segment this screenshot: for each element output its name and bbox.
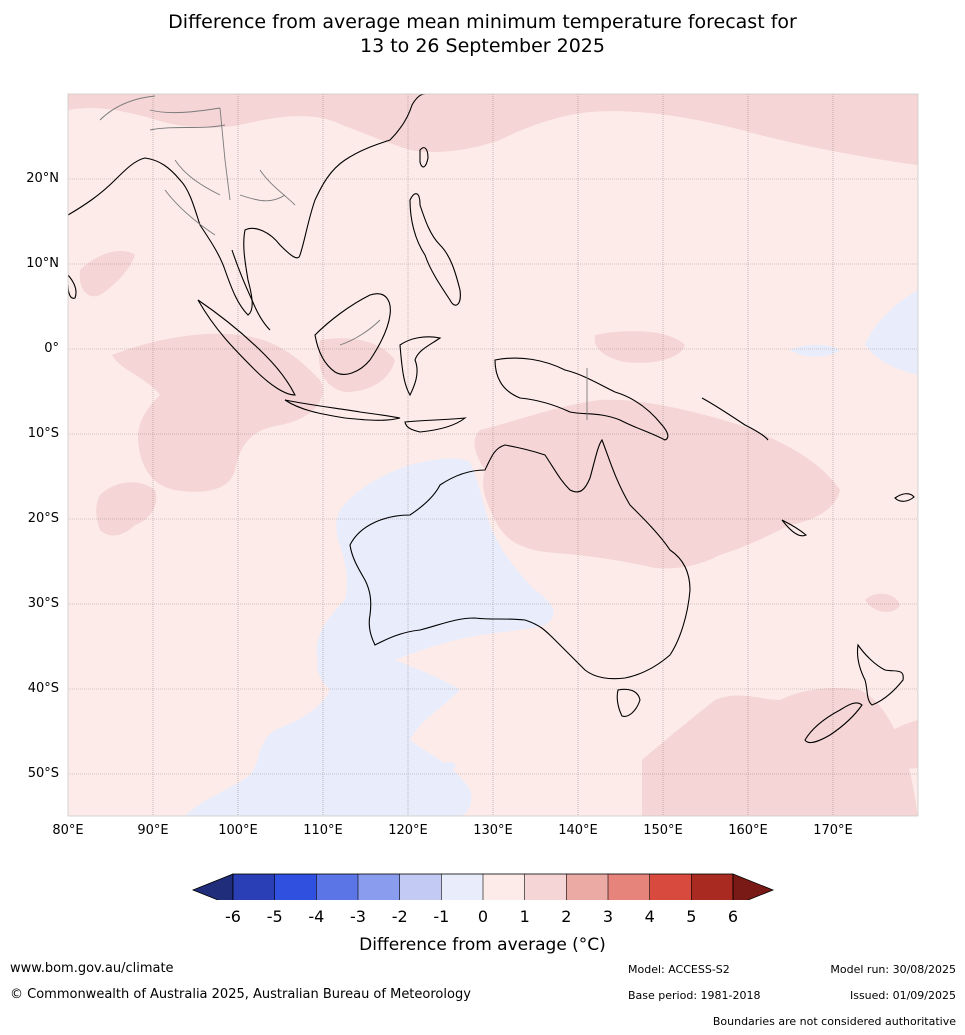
colorbar-tick-0: 0: [477, 907, 489, 926]
base-period: Base period: 1981-2018: [628, 989, 761, 1002]
colorbar-bin-8: [524, 874, 567, 900]
southern-ocean-cool-tongue: [185, 660, 472, 816]
lon-label-150e: 150°E: [643, 823, 683, 838]
taiwan-coastline: [419, 147, 429, 168]
colorbar-tick--2: -2: [391, 907, 408, 926]
colorbar-bin-9: [566, 874, 608, 900]
colorbar-bin-6: [441, 874, 483, 900]
lon-label-140e: 140°E: [558, 823, 598, 838]
colorbar-bin-10: [608, 874, 650, 900]
colorbar-bin-4: [358, 874, 400, 900]
sulawesi-coastline: [399, 336, 442, 397]
graticule: [68, 94, 918, 816]
colorbar-bin-2: [274, 874, 317, 900]
colorbar-tick-6: 6: [727, 907, 739, 926]
colorbar-extend-low: [191, 873, 234, 900]
north-pacific-warm-band: [68, 94, 918, 165]
asia-country-borders: [99, 95, 296, 236]
colorbar-bin-11: [649, 874, 692, 900]
malay-peninsula-coastline: [231, 249, 271, 331]
lat-label-50s: 50°S: [27, 766, 59, 781]
new-zealand-north-coastline: [856, 643, 904, 706]
colorbar-bin-1: [233, 874, 275, 900]
model-run-date: Model run: 30/08/2025: [830, 963, 956, 976]
fiji-coastline: [894, 493, 915, 502]
colorbar-tick-4: 4: [644, 907, 655, 926]
colorbar-extend-high: [732, 873, 775, 900]
new-guinea-coastline: [494, 357, 669, 441]
east-small-patch: [865, 593, 900, 612]
lat-label-30s: 30°S: [27, 596, 59, 611]
lat-label-0: 0°: [44, 341, 59, 356]
philippines-coastline: [409, 193, 461, 306]
lon-label-170e: 170°E: [813, 823, 853, 838]
tasman-small-cool: [440, 762, 456, 771]
colorbar-tick--4: -4: [308, 907, 325, 926]
borneo-coastline: [314, 293, 391, 375]
colorbar-bin-5: [399, 874, 442, 900]
colorbar: [191, 873, 775, 900]
colorbar-title: Difference from average (°C): [359, 935, 606, 955]
lon-label-80e: 80°E: [52, 823, 84, 838]
map-frame: [67, 93, 919, 817]
title-line-1: Difference from average mean minimum tem…: [168, 11, 797, 33]
colorbar-tick--6: -6: [225, 907, 241, 926]
chart-title: Difference from average mean minimum tem…: [0, 10, 965, 58]
model-name: Model: ACCESS-S2: [628, 963, 730, 976]
bay-of-bengal-patch: [79, 250, 135, 297]
western-australia-cool: [316, 458, 554, 670]
colorbar-bin-7: [483, 874, 525, 900]
lesser-sunda-coastline: [404, 417, 467, 433]
australia-coastline: [349, 438, 691, 680]
colorbar-tick--3: -3: [350, 907, 366, 926]
lon-label-100e: 100°E: [218, 823, 258, 838]
new-caledonia-coastline: [781, 519, 807, 537]
title-line-2: 13 to 26 September 2025: [360, 35, 605, 57]
colorbar-tick-5: 5: [686, 907, 697, 926]
lat-label-40s: 40°S: [27, 681, 59, 696]
lat-label-10n: 10°N: [26, 256, 59, 271]
lon-label-130e: 130°E: [473, 823, 513, 838]
png-east-warm: [594, 331, 685, 363]
website-link[interactable]: www.bom.gov.au/climate: [10, 961, 174, 976]
west-ocean-small-patch: [96, 482, 157, 536]
lat-label-20n: 20°N: [26, 171, 59, 186]
colorbar-tick--5: -5: [266, 907, 283, 926]
lon-label-110e: 110°E: [303, 823, 343, 838]
new-zealand-south-coastline: [804, 702, 863, 744]
colorbar-tick-2: 2: [561, 907, 572, 926]
tasmania-coastline: [616, 688, 641, 717]
lon-label-120e: 120°E: [388, 823, 428, 838]
colorbar-tick-3: 3: [602, 907, 614, 926]
colorbar-bin-3: [316, 874, 358, 900]
nz-east-warm: [872, 720, 918, 769]
asia-mainland-coastline: [68, 94, 426, 316]
borneo-border: [339, 319, 381, 346]
indian-ocean-warm-patch: [112, 333, 323, 492]
solomon-islands-coastline: [701, 397, 769, 441]
sri-lanka-coastline: [68, 274, 77, 299]
sumatra-coastline: [197, 299, 296, 396]
colorbar-bin-12: [691, 874, 733, 900]
equatorial-east-cool: [865, 290, 918, 375]
java-coastline: [284, 399, 401, 421]
lat-label-20s: 20°S: [27, 511, 59, 526]
lon-label-160e: 160°E: [728, 823, 768, 838]
boundaries-disclaimer: Boundaries are not considered authoritat…: [712, 1015, 956, 1028]
colorbar-tick--1: -1: [433, 907, 450, 926]
lat-label-10s: 10°S: [27, 426, 59, 441]
issued-date: Issued: 01/09/2025: [849, 989, 956, 1002]
northern-australia-warm: [474, 399, 840, 569]
equatorial-small-cool: [790, 344, 840, 357]
copyright-text: © Commonwealth of Australia 2025, Austra…: [10, 987, 471, 1002]
lon-label-90e: 90°E: [137, 823, 169, 838]
forecast-map: [67, 93, 919, 900]
colorbar-tick-1: 1: [519, 907, 530, 926]
